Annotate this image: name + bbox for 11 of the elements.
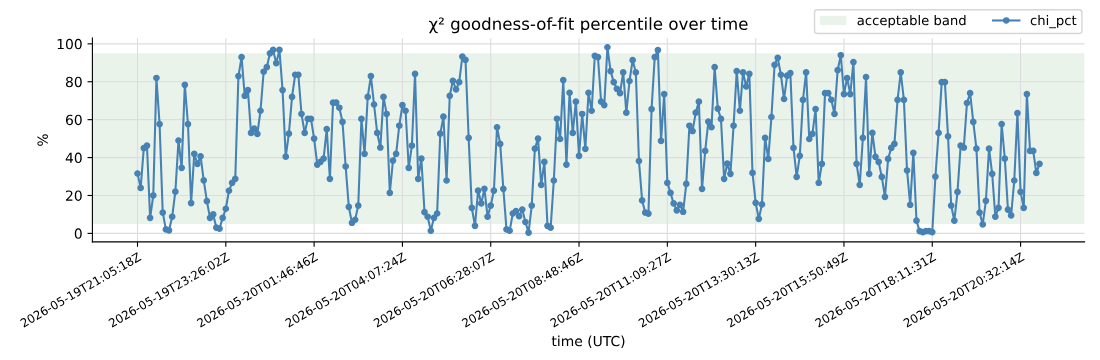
legend-label: chi_pct [1030,15,1077,29]
y-tick-label: 0 [74,228,82,239]
legend-label: acceptable band [857,15,966,28]
y-tick-label: 60 [65,114,82,126]
y-tick-label: 20 [66,190,82,201]
y-tick-label: 40 [65,152,82,164]
y-tick-label: 100 [57,38,82,50]
x-axis-title: time (UTC) [551,335,625,348]
y-axis-title: % [37,134,48,146]
chart-title: χ² goodness-of-fit percentile over time [429,17,748,34]
y-tick-label: 80 [65,76,82,88]
